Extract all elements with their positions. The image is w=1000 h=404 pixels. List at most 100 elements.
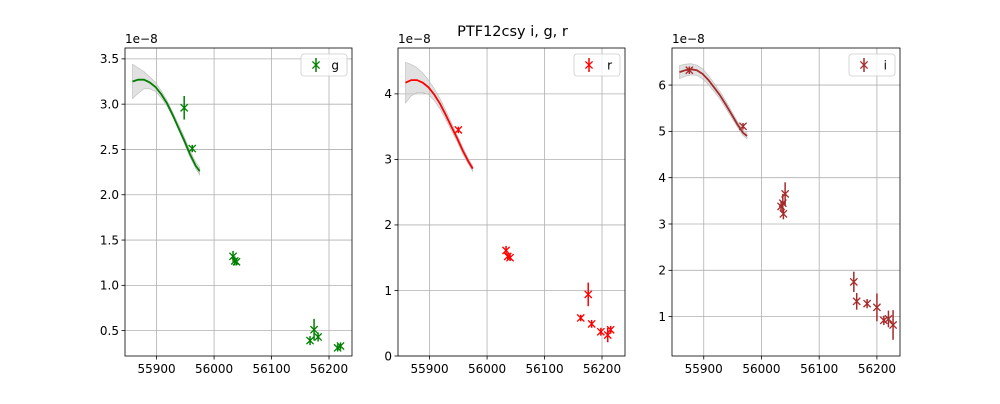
subplot-i: 55900 56000 56100 56200 1 2 3 4 5 6 1e−8 i: [658, 32, 901, 376]
y-tick-label: 1: [658, 310, 666, 324]
x-marker: [188, 144, 197, 153]
legend: i: [848, 53, 896, 77]
data-point: [188, 144, 197, 153]
x-tick-label: 55900: [138, 362, 176, 376]
data-point: [685, 66, 694, 75]
x-marker: [180, 103, 189, 112]
legend-box: [848, 53, 896, 77]
data-point: [879, 315, 888, 325]
data-point: [606, 325, 615, 334]
legend-label: i: [884, 58, 887, 72]
y-offset-text: 1e−8: [672, 32, 705, 46]
axes-frame: [397, 47, 626, 357]
data-point: [454, 125, 463, 134]
x-tick-label: 56100: [525, 362, 563, 376]
x-tick-label: 56200: [310, 362, 348, 376]
fit-curve: [405, 79, 474, 170]
x-tick-label: 55900: [411, 362, 449, 376]
x-tick-label: 55900: [685, 362, 723, 376]
y-tick-label: 3.5: [100, 52, 119, 66]
x-tick-label: 56000: [468, 362, 506, 376]
x-marker: [314, 332, 323, 342]
x-marker: [596, 327, 605, 336]
legend-marker: [859, 60, 869, 70]
y-tick-label: 2.0: [100, 188, 119, 202]
data-point: [336, 341, 345, 351]
subplot-r: 55900 56000 56100 56200 0 1 2 3 4 1e−8 r: [384, 32, 626, 376]
y-tick-label: 4: [384, 87, 392, 101]
data-point: [884, 310, 893, 328]
legend-label: g: [331, 58, 339, 72]
legend-label: r: [607, 58, 612, 72]
y-tick-label: 2: [384, 218, 392, 232]
x-marker: [779, 209, 788, 218]
y-tick-label: 1: [384, 284, 392, 298]
x-marker: [232, 257, 241, 266]
x-marker: [576, 313, 585, 323]
data-point: [180, 96, 189, 120]
fit-curve: [132, 78, 201, 172]
x-tick-label: 56100: [252, 362, 290, 376]
data-point: [738, 122, 748, 131]
x-marker: [879, 316, 888, 325]
subplot-g: 55900 56000 56100 56200 0.5 1.0 1.5 2.0 2.5 3.0 3.…: [100, 32, 353, 376]
x-marker: [501, 246, 511, 255]
x-marker: [863, 299, 872, 308]
y-tick-label: 1.0: [100, 279, 119, 293]
data-point: [232, 257, 241, 266]
axes-frame: [124, 47, 353, 357]
data-point: [506, 253, 515, 262]
x-marker: [781, 189, 790, 198]
data-point: [584, 282, 593, 307]
x-marker: [884, 314, 893, 324]
x-marker: [738, 122, 748, 131]
fit-envelope: [132, 63, 200, 176]
data-point: [863, 299, 872, 309]
x-marker: [889, 320, 898, 330]
y-tick-label: 0.5: [100, 324, 119, 338]
y-tick-label: 3: [658, 217, 666, 231]
y-tick-label: 3: [384, 153, 392, 167]
x-marker: [685, 66, 694, 75]
x-tick-label: 56100: [800, 362, 838, 376]
y-tick-label: 1.5: [100, 233, 119, 247]
data-point: [872, 293, 881, 322]
data-point: [587, 319, 596, 328]
x-marker: [310, 325, 319, 334]
data-point: [596, 327, 605, 336]
x-marker: [454, 125, 463, 134]
legend: r: [573, 53, 621, 77]
y-offset-text: 1e−8: [398, 32, 431, 46]
data-point: [889, 310, 898, 340]
x-marker: [606, 325, 615, 334]
data-point: [305, 336, 315, 346]
axes-frame: [671, 47, 901, 357]
x-tick-label: 56000: [195, 362, 233, 376]
fit-envelope: [679, 63, 748, 140]
x-marker: [506, 253, 515, 262]
legend-box: [300, 53, 348, 77]
y-tick-label: 2.5: [100, 143, 119, 157]
x-marker: [849, 277, 858, 286]
y-tick-label: 6: [658, 78, 666, 92]
data-point: [779, 208, 788, 220]
x-marker: [587, 319, 596, 328]
legend: g: [300, 53, 348, 77]
data-point: [781, 182, 790, 206]
figure-title: PTF12csy i, g, r: [457, 24, 568, 40]
x-marker: [872, 303, 881, 312]
y-tick-label: 2: [658, 264, 666, 278]
x-marker: [336, 341, 345, 351]
data-point: [310, 318, 319, 341]
y-tick-label: 4: [658, 171, 666, 185]
y-tick-label: 5: [658, 125, 666, 139]
x-marker: [305, 336, 315, 345]
legend-marker: [584, 60, 594, 70]
x-marker: [584, 290, 593, 299]
fit-envelope: [405, 61, 473, 173]
legend-box: [573, 53, 621, 77]
data-point: [852, 293, 861, 310]
x-tick-label: 56200: [858, 362, 896, 376]
